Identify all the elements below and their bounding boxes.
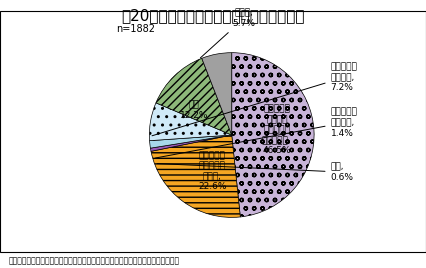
Text: 「訪問介護サービスにおける短時間の身体介護の提供状況に関する調査研究事業」: 「訪問介護サービスにおける短時間の身体介護の提供状況に関する調査研究事業」: [9, 256, 180, 265]
Wedge shape: [156, 58, 232, 135]
Wedge shape: [150, 135, 232, 151]
Wedge shape: [150, 135, 232, 148]
Text: 外部サービ
ス利用型
（有料老人
ホーム等）,
46.5%: 外部サービ ス利用型 （有料老人 ホーム等）, 46.5%: [262, 105, 291, 155]
Text: その他,
5.7%: その他, 5.7%: [200, 9, 256, 58]
Text: n=1882: n=1882: [116, 24, 155, 34]
Text: サービス付
き高齢者向
け住宅,
22.6%: サービス付 き高齢者向 け住宅, 22.6%: [198, 151, 227, 191]
Text: 一般の公営
賃貸住宅,
1.4%: 一般の公営 賃貸住宅, 1.4%: [155, 108, 357, 158]
Wedge shape: [150, 103, 232, 141]
Wedge shape: [151, 135, 240, 217]
Text: 「20分未満の身体介護」利用者の住居の形: 「20分未満の身体介護」利用者の住居の形: [121, 8, 305, 23]
Text: 借間,
0.6%: 借間, 0.6%: [157, 162, 354, 182]
Wedge shape: [232, 53, 314, 217]
Text: 持家
12.2%: 持家 12.2%: [180, 100, 208, 120]
Wedge shape: [202, 53, 232, 135]
Text: 一般の民間
賃貸住宅,
7.2%: 一般の民間 賃貸住宅, 7.2%: [152, 62, 357, 136]
